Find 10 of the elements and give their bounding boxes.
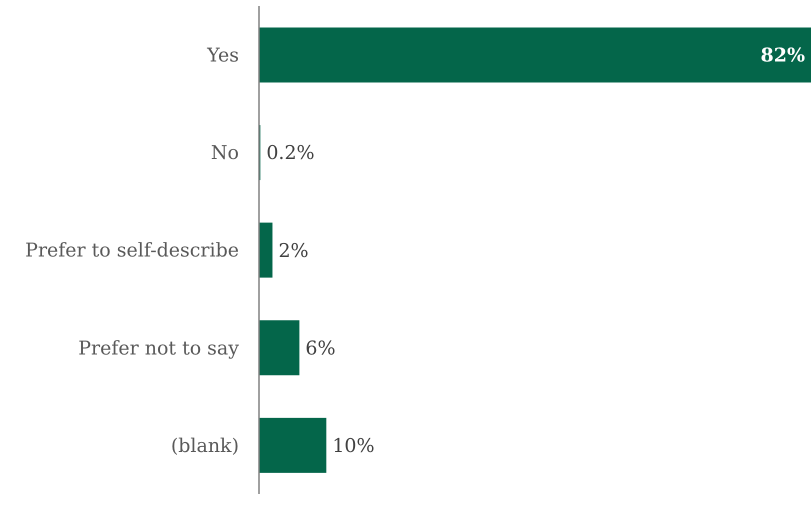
data-label: 10% — [332, 435, 375, 458]
data-label: 0.2% — [266, 142, 315, 164]
y-tick-label: (blank) — [170, 434, 239, 457]
data-label: 2% — [278, 240, 309, 262]
data-label: 82% — [760, 44, 805, 67]
y-tick-label: Prefer not to say — [78, 337, 240, 360]
data-label: 6% — [305, 337, 336, 360]
y-tick-label: Yes — [206, 44, 239, 67]
y-tick-label: No — [210, 142, 239, 164]
y-tick-label: Prefer to self-describe — [25, 240, 239, 262]
